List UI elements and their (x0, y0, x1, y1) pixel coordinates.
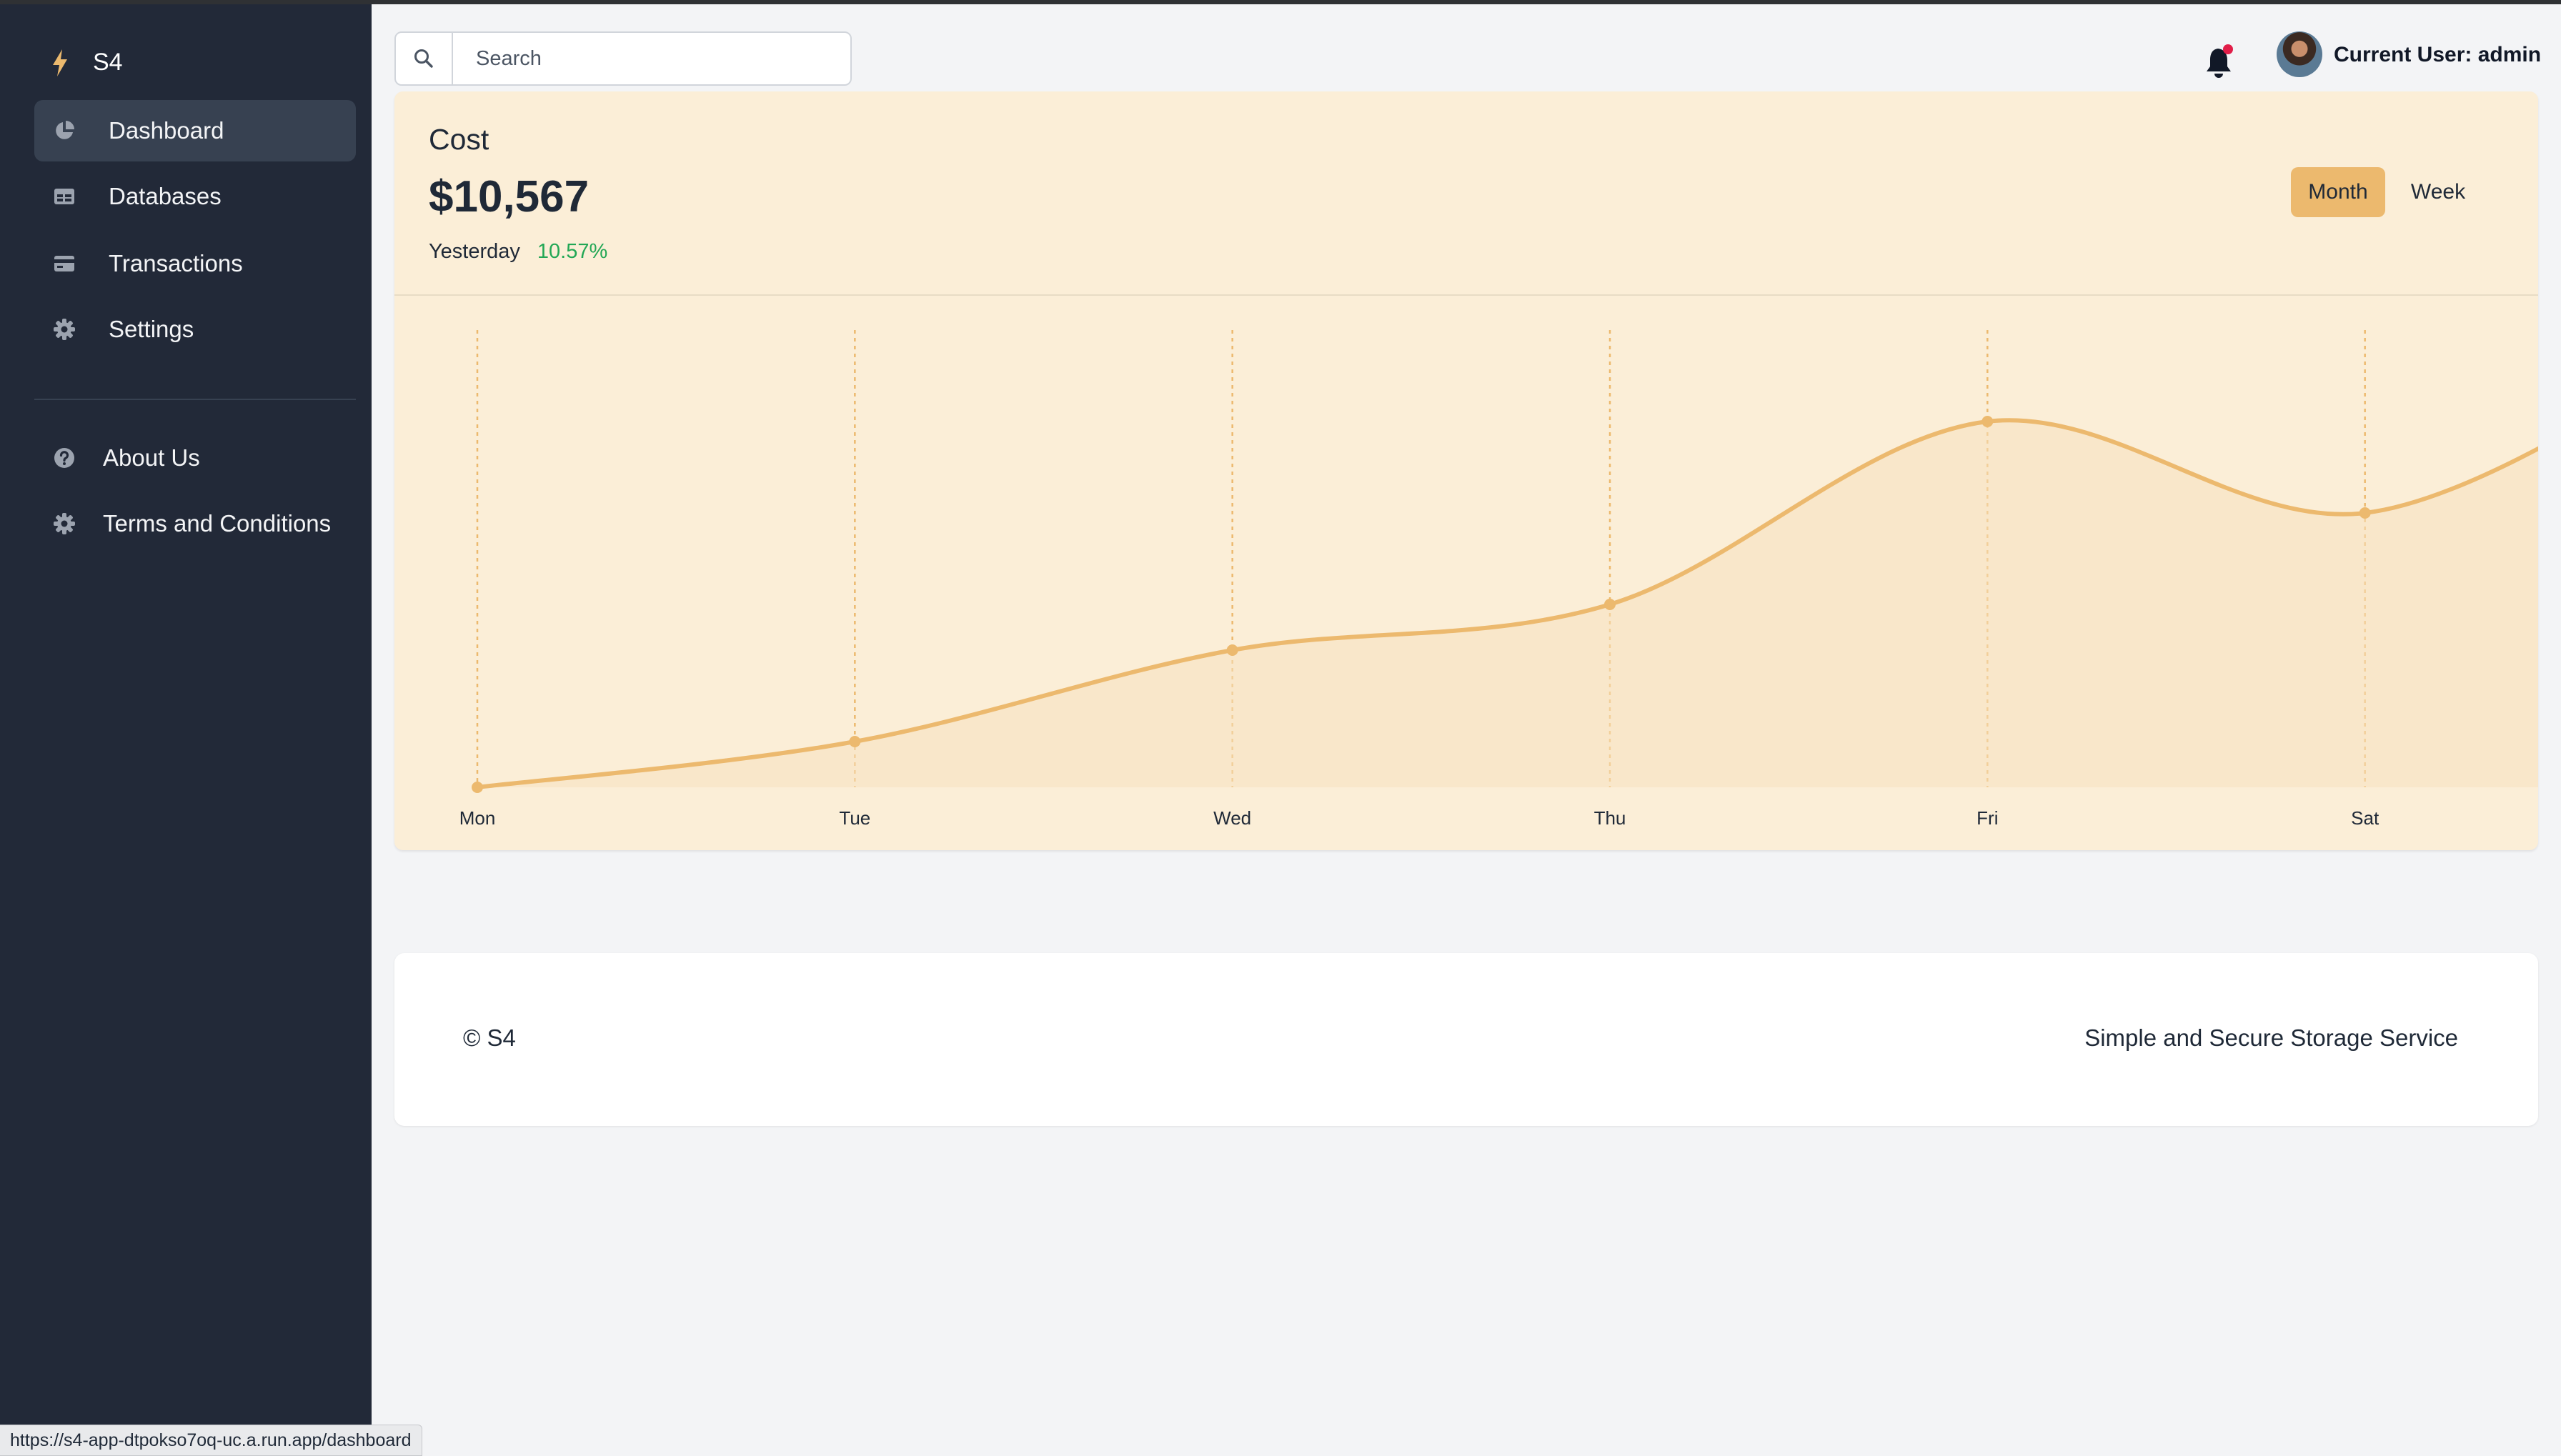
cost-value: $10,567 (429, 172, 590, 221)
search-input[interactable] (453, 33, 850, 84)
month-toggle-button[interactable]: Month (2291, 167, 2385, 217)
footer: © S4 Simple and Secure Storage Service (394, 953, 2538, 1126)
cost-chart: MonTueWedThuFriSatSun (459, 330, 2538, 829)
chart-point-mon[interactable] (472, 782, 483, 793)
pie-chart-icon (56, 121, 74, 139)
brand[interactable]: S4 (51, 49, 123, 76)
sidebar-item-settings[interactable]: Settings (34, 299, 356, 360)
chart-point-fri[interactable] (1981, 416, 1994, 427)
window-top-border (0, 0, 2561, 4)
sidebar-divider (34, 399, 356, 400)
x-tick-label: Tue (839, 807, 870, 829)
card-divider (394, 294, 2538, 296)
sidebar-item-terms[interactable]: Terms and Conditions (34, 493, 356, 554)
avatar[interactable] (2277, 31, 2322, 77)
sidebar-item-label: Settings (109, 316, 194, 342)
notification-bell-icon[interactable] (2204, 43, 2237, 80)
sidebar-item-label: Dashboard (109, 117, 224, 144)
credit-card-icon (54, 256, 74, 271)
x-tick-label: Wed (1213, 807, 1251, 829)
sidebar-item-dashboard[interactable]: Dashboard (34, 100, 356, 161)
x-tick-label: Sat (2351, 807, 2380, 829)
sidebar: S4 Dashboard Databases Transactions (0, 4, 372, 1456)
chart-point-wed[interactable] (1226, 644, 1238, 656)
cost-card: Cost $10,567 Yesterday 10.57% Month Week… (394, 91, 2538, 850)
footer-tagline: Simple and Secure Storage Service (2084, 1024, 2458, 1051)
status-bar-url: https://s4-app-dtpokso7oq-uc.a.run.app/d… (0, 1425, 422, 1456)
question-circle-icon (54, 448, 74, 468)
current-user-label: Current User: admin (2334, 43, 2542, 66)
x-tick-label: Fri (1976, 807, 1998, 829)
cost-comparison: Yesterday 10.57% (429, 240, 607, 264)
chart-area-fill (477, 420, 2538, 787)
brand-name: S4 (93, 49, 123, 76)
footer-copyright: © S4 (463, 1024, 516, 1051)
search-bar (394, 31, 852, 86)
sidebar-item-label: About Us (103, 444, 200, 471)
sidebar-item-label: Terms and Conditions (103, 510, 332, 537)
change-percent: 10.57% (537, 240, 608, 263)
search-button[interactable] (396, 33, 453, 84)
chart-point-tue[interactable] (849, 736, 861, 747)
x-tick-label: Mon (459, 807, 496, 829)
chart-point-thu[interactable] (1604, 599, 1616, 610)
sidebar-item-databases[interactable]: Databases (34, 166, 356, 227)
database-table-icon (54, 189, 74, 204)
sidebar-item-transactions[interactable]: Transactions (34, 233, 356, 294)
search-icon (414, 49, 433, 68)
card-title: Cost (429, 123, 489, 156)
period-label: Yesterday (429, 240, 520, 263)
sidebar-item-about-us[interactable]: About Us (34, 427, 356, 489)
week-toggle-button[interactable]: Week (2410, 180, 2466, 204)
gear-icon (54, 319, 75, 340)
sidebar-item-label: Transactions (109, 250, 243, 276)
sidebar-item-label: Databases (109, 183, 222, 209)
gear-icon (54, 513, 75, 534)
chart-point-sat[interactable] (2359, 507, 2371, 519)
x-tick-label: Thu (1594, 807, 1626, 829)
lightning-icon (53, 49, 67, 76)
